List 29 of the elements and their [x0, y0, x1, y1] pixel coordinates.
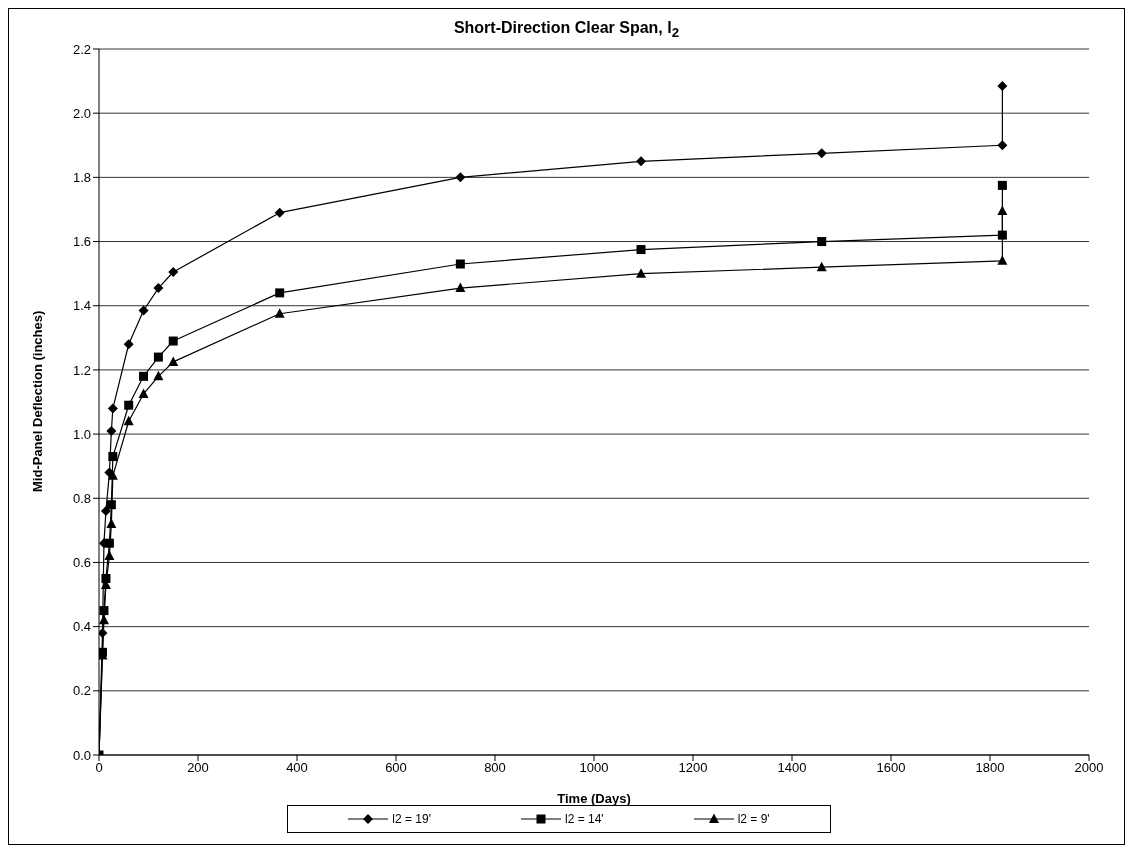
y-tick-label: 1.2 — [72, 362, 91, 378]
y-tick-label: 1.8 — [72, 169, 91, 185]
x-tick-label: 1800 — [975, 760, 1005, 776]
y-tick-label: 1.4 — [72, 298, 91, 314]
x-tick-label: 1000 — [579, 760, 609, 776]
x-tick-label: 200 — [187, 760, 209, 776]
legend-label: l2 = 19' — [392, 812, 431, 826]
chart-title: Short-Direction Clear Span, l$_{2}$ — [452, 18, 681, 43]
x-tick-label: 1600 — [876, 760, 906, 776]
y-axis-title: Mid-Panel Deflection (inches) — [29, 310, 45, 492]
legend-label: l2 = 9' — [737, 812, 770, 826]
y-tick-label: 0.0 — [72, 747, 91, 763]
y-tick-label: 0.6 — [72, 555, 91, 571]
y-tick-label: 0.8 — [72, 490, 91, 506]
y-tick-label: 0.2 — [72, 683, 91, 699]
y-tick-label: 1.0 — [72, 426, 91, 442]
x-tick-label: 2000 — [1074, 760, 1104, 776]
x-tick-label: 800 — [484, 760, 506, 776]
x-axis-title: Time (Days) — [557, 791, 631, 806]
x-tick-label: 600 — [385, 760, 407, 776]
x-tick-label: 1400 — [777, 760, 807, 776]
x-tick-label: 0 — [95, 760, 103, 776]
y-tick-label: 1.6 — [72, 234, 91, 250]
y-tick-label: 2.0 — [72, 105, 91, 121]
y-tick-label: 0.4 — [72, 619, 91, 635]
legend-label: l2 = 14' — [565, 812, 604, 826]
y-tick-label: 2.2 — [72, 41, 91, 57]
x-tick-label: 1200 — [678, 760, 708, 776]
x-tick-label: 400 — [286, 760, 308, 776]
